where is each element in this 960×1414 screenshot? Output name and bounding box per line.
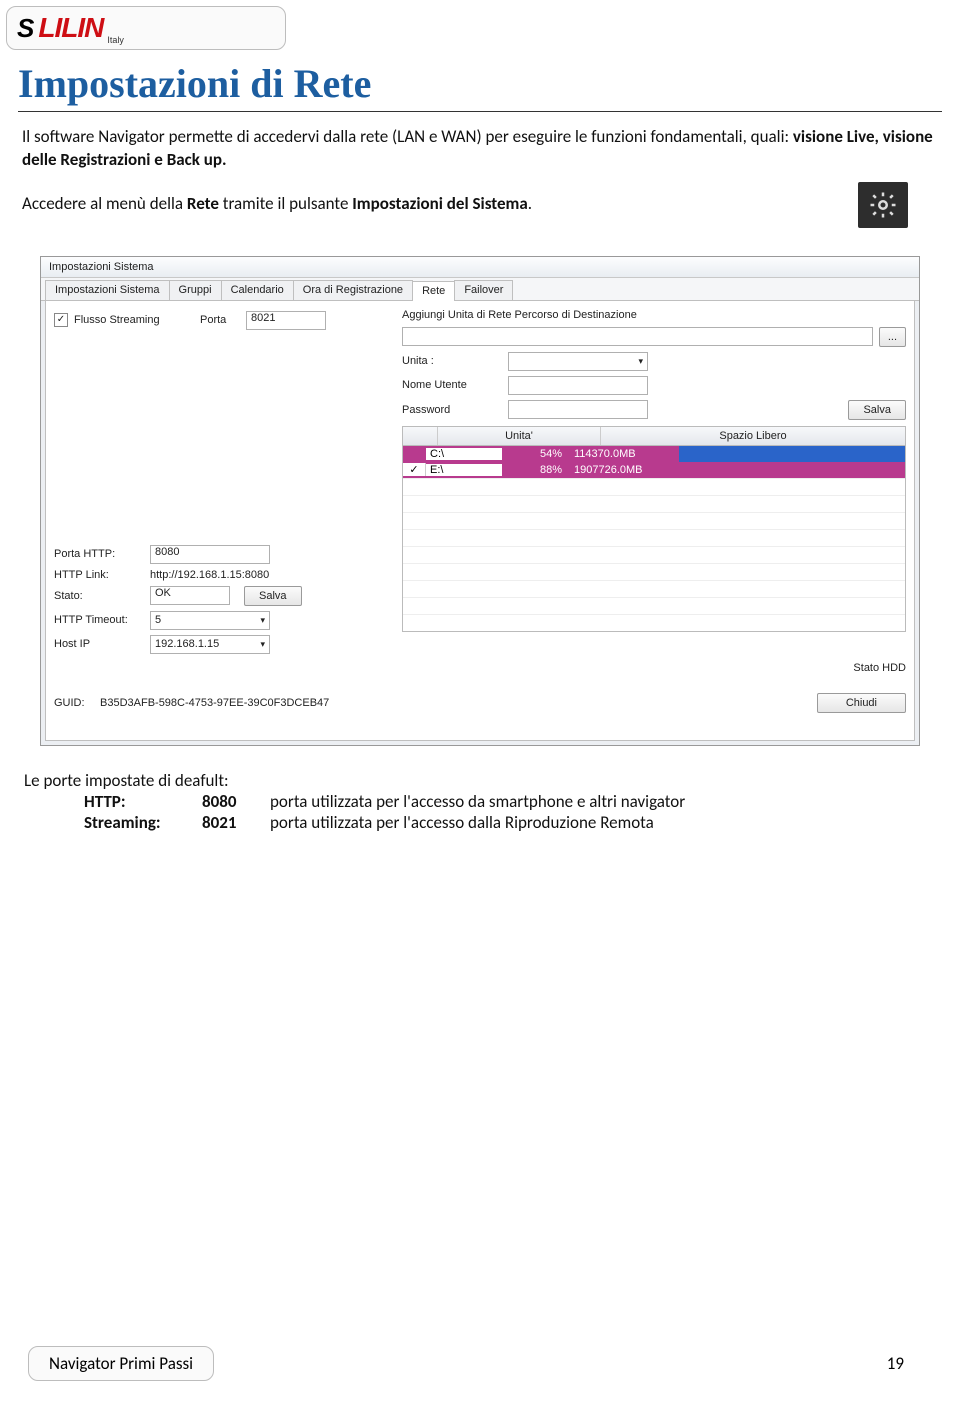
page-number: 19 xyxy=(887,1353,904,1374)
hostip-label: Host IP xyxy=(54,638,144,650)
units-header-space: Spazio Libero xyxy=(601,427,905,445)
gear-icon[interactable] xyxy=(858,182,908,228)
row-checkbox[interactable]: ✓ xyxy=(403,463,426,476)
row-drive: C:\ xyxy=(426,448,502,460)
tab-ora-di-registrazione[interactable]: Ora di Registrazione xyxy=(293,280,413,300)
timeout-label: HTTP Timeout: xyxy=(54,614,144,626)
tab-rete[interactable]: Rete xyxy=(412,281,455,301)
ports-desc-1: porta utilizzata per l'accesso dalla Rip… xyxy=(270,812,654,833)
brand-header: S LILIN Italy xyxy=(6,6,286,50)
percorso-input[interactable] xyxy=(402,327,873,346)
timeout-value: 5 xyxy=(155,614,161,626)
units-header-drive: Unita' xyxy=(438,427,601,445)
nomeutente-input[interactable] xyxy=(508,376,648,395)
ports-val-0: 8080 xyxy=(202,791,252,812)
row-percent: 54% xyxy=(502,448,568,460)
password-input[interactable] xyxy=(508,400,648,419)
guid-value: B35D3AFB-598C-4753-97EE-39C0F3DCEB47 xyxy=(100,697,329,709)
unita-label: Unita : xyxy=(402,355,502,367)
instruction-row: Accedere al menù della Rete tramite il p… xyxy=(22,182,938,228)
instr-mid: tramite il pulsante xyxy=(219,193,352,214)
tab-gruppi[interactable]: Gruppi xyxy=(169,280,222,300)
browse-button[interactable]: ... xyxy=(879,327,906,347)
window-title: Impostazioni Sistema xyxy=(41,257,919,278)
flusso-label: Flusso Streaming xyxy=(74,314,194,326)
footer-title: Navigator Primi Passi xyxy=(28,1346,214,1381)
stato-hdd-label: Stato HDD xyxy=(853,662,906,674)
stato-salva-button[interactable]: Salva xyxy=(244,586,302,606)
instr-b2: Impostazioni del Sistema xyxy=(352,193,528,214)
instr-pre: Accedere al menù della xyxy=(22,193,187,214)
http-link-value: http://192.168.1.15:8080 xyxy=(150,569,269,581)
percorso-label: Percorso di Destinazione xyxy=(515,309,637,321)
tab-panel: ✓ Flusso Streaming Porta 8021 Porta HTTP… xyxy=(45,301,915,741)
ports-desc-0: porta utilizzata per l'accesso da smartp… xyxy=(270,791,685,812)
nomeutente-label: Nome Utente xyxy=(402,379,502,391)
password-label: Password xyxy=(402,404,502,416)
salva-button[interactable]: Salva xyxy=(848,400,906,420)
tab-calendario[interactable]: Calendario xyxy=(221,280,294,300)
logo-glyph: S xyxy=(17,13,34,44)
stato-input[interactable]: OK xyxy=(150,586,230,605)
ports-block: Le porte impostate di deafult: HTTP: 8080… xyxy=(24,770,936,833)
timeout-select[interactable]: 5▾ xyxy=(150,611,270,630)
footer: Navigator Primi Passi 19 xyxy=(0,1346,960,1381)
porta-http-label: Porta HTTP: xyxy=(54,548,144,560)
ports-val-1: 8021 xyxy=(202,812,252,833)
http-link-label: HTTP Link: xyxy=(54,569,144,581)
instr-post: . xyxy=(528,193,532,214)
porta-http-input[interactable]: 8080 xyxy=(150,545,270,564)
unita-select[interactable]: ▾ xyxy=(508,352,648,371)
table-row[interactable]: ✓E:\88%1907726.0MB xyxy=(403,462,905,478)
tabbar: Impostazioni SistemaGruppiCalendarioOra … xyxy=(41,278,919,301)
settings-window: Impostazioni Sistema Impostazioni Sistem… xyxy=(40,256,920,746)
tab-failover[interactable]: Failover xyxy=(454,280,513,300)
porta-label: Porta xyxy=(200,314,240,326)
ports-key-0: HTTP: xyxy=(84,791,184,812)
logo-text: LILIN xyxy=(38,12,103,44)
tab-impostazioni-sistema[interactable]: Impostazioni Sistema xyxy=(45,280,170,300)
hostip-value: 192.168.1.15 xyxy=(155,638,219,650)
row-size: 1907726.0MB xyxy=(568,464,905,476)
table-row[interactable]: C:\54%114370.0MB xyxy=(403,446,905,462)
aggiungi-label: Aggiungi Unita di Rete xyxy=(402,309,511,321)
logo-country: Italy xyxy=(107,35,124,45)
page-title: Impostazioni di Rete xyxy=(18,60,942,112)
flusso-checkbox[interactable]: ✓ xyxy=(54,313,68,327)
row-percent: 88% xyxy=(502,464,568,476)
chiudi-button[interactable]: Chiudi xyxy=(817,693,906,713)
instr-b1: Rete xyxy=(187,193,219,214)
intro-text: Il software Navigator permette di accede… xyxy=(22,126,793,147)
ports-heading: Le porte impostate di deafult: xyxy=(24,770,936,791)
row-size: 114370.0MB xyxy=(568,448,905,460)
intro-paragraph: Il software Navigator permette di accede… xyxy=(22,126,938,172)
row-drive: E:\ xyxy=(426,464,502,476)
units-table: Unita' Spazio Libero C:\54%114370.0MB✓E:… xyxy=(402,426,906,632)
guid-label: GUID: xyxy=(54,697,94,709)
ports-key-1: Streaming: xyxy=(84,812,184,833)
stato-label: Stato: xyxy=(54,590,144,602)
hostip-select[interactable]: 192.168.1.15▾ xyxy=(150,635,270,654)
porta-input[interactable]: 8021 xyxy=(246,311,326,330)
